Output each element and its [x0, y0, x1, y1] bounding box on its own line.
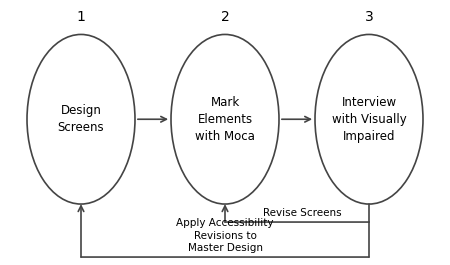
Text: 3: 3 — [364, 10, 373, 24]
Text: Apply Accessibility
Revisions to
Master Design: Apply Accessibility Revisions to Master … — [176, 218, 274, 253]
Text: 2: 2 — [220, 10, 230, 24]
Text: 1: 1 — [76, 10, 86, 24]
Text: Interview
with Visually
Impaired: Interview with Visually Impaired — [332, 96, 406, 143]
Text: Design
Screens: Design Screens — [58, 104, 104, 134]
Text: Revise Screens: Revise Screens — [263, 208, 341, 218]
Text: Mark
Elements
with Moca: Mark Elements with Moca — [195, 96, 255, 143]
